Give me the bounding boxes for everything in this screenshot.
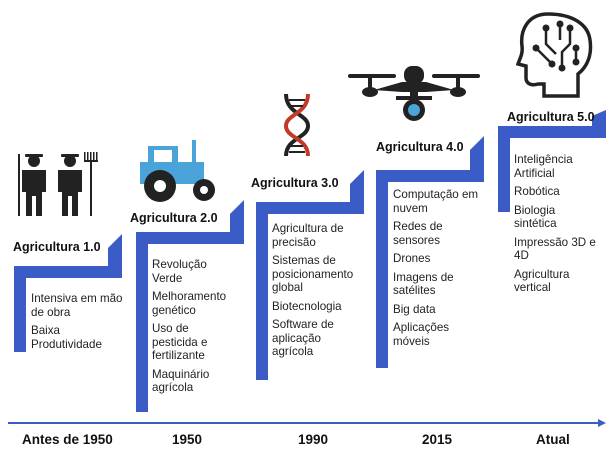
list-item: Drones: [393, 252, 431, 265]
ai-head-icon: [516, 12, 593, 98]
list-item: Redes de sensores: [393, 220, 443, 247]
stage-items-1: Intensiva em mão de obra Baixa Produtivi…: [31, 292, 131, 356]
stage-title-1: Agricultura 1.0: [13, 240, 101, 254]
list-item: Impressão 3D e 4D: [514, 235, 596, 263]
timeline-label-3: 1990: [298, 432, 329, 447]
list-item: Baixa Produtividade: [31, 324, 102, 351]
stage-items-4: Computação em nuvem Redes de sensores Dr…: [393, 188, 493, 353]
drone-icon: [348, 66, 480, 121]
list-item: Sistemas de posicionamento global: [272, 254, 354, 294]
stage-title-2: Agricultura 2.0: [130, 211, 218, 225]
stage-title-5: Agricultura 5.0: [507, 110, 595, 124]
list-item: Biologia sintética: [514, 203, 557, 231]
tractor-icon: [140, 140, 215, 202]
list-item: Revolução Verde: [152, 258, 207, 285]
list-item: Software de aplicação agrícola: [272, 318, 334, 358]
timeline-label-1: Antes de 1950: [22, 432, 113, 447]
stage-items-2: Revolução Verde Melhoramento genético Us…: [152, 258, 244, 400]
timeline-label-5: Atual: [536, 432, 570, 447]
list-item: Melhoramento genético: [152, 290, 227, 317]
stage-title-3: Agricultura 3.0: [251, 176, 339, 190]
list-item: Maquinário agrícola: [152, 367, 210, 395]
timeline-label-4: 2015: [422, 432, 453, 447]
list-item: Agricultura de precisão: [272, 222, 344, 249]
stage-items-3: Agricultura de precisão Sistemas de posi…: [272, 222, 374, 364]
list-item: Imagens de satélites: [393, 270, 454, 298]
stage-items-5: Inteligência Artificial Robótica Biologi…: [514, 153, 608, 300]
dna-icon: [283, 93, 311, 157]
list-item: Uso de pesticida e fertilizante: [152, 322, 208, 362]
list-item: Robótica: [514, 185, 560, 198]
stage-title-4: Agricultura 4.0: [376, 140, 464, 154]
farmers-icon: [18, 152, 98, 216]
list-item: Intensiva em mão de obra: [31, 292, 123, 319]
list-item: Big data: [393, 302, 436, 316]
list-item: Agricultura vertical: [514, 267, 570, 295]
list-item: Computação em nuvem: [393, 188, 479, 215]
list-item: Aplicações móveis: [393, 321, 450, 348]
list-item: Biotecnologia: [272, 299, 342, 313]
timeline-label-2: 1950: [172, 432, 203, 447]
list-item: Inteligência Artificial: [514, 153, 573, 180]
